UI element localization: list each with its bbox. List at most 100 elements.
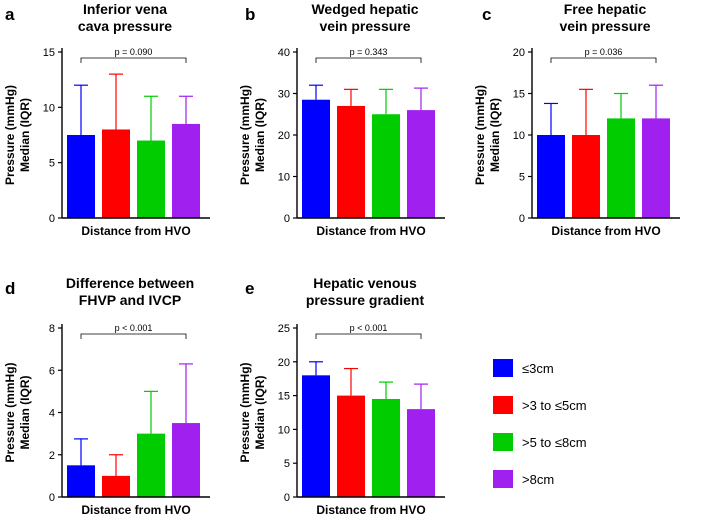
- panel-d-ytick-label: 0: [49, 492, 55, 504]
- panel-b-ytick-label: 20: [278, 130, 290, 142]
- panel-d-xlabel: Distance from HVO: [81, 503, 190, 516]
- panel-e-ylabel: Median (IQR): [253, 375, 267, 449]
- panel-e-ytick-label: 20: [278, 357, 290, 369]
- legend-swatch: [493, 433, 513, 451]
- panel-e-bar: [337, 395, 365, 497]
- panel-b-bar: [302, 99, 330, 218]
- panel-d-bracket: [80, 333, 187, 339]
- legend-label: >5 to ≤8cm: [522, 435, 587, 450]
- panel-c-bar: [607, 118, 635, 218]
- panel-e-bar: [372, 398, 400, 497]
- panel-d-ytick-label: 2: [49, 450, 55, 462]
- panel-c-xlabel: Distance from HVO: [551, 224, 660, 238]
- panel-a-title-line: cava pressure: [78, 18, 172, 34]
- panel-a-letter: a: [5, 5, 15, 24]
- panel-e-ytick-label: 15: [278, 391, 290, 403]
- panel-c-bar: [642, 118, 670, 218]
- panel-c-bracket: [550, 57, 657, 63]
- panel-c-title-line: Free hepatic: [564, 1, 647, 17]
- panel-c-bar: [537, 135, 565, 218]
- panel-a-bracket: [80, 57, 187, 63]
- panel-e-xlabel: Distance from HVO: [316, 503, 425, 516]
- panel-e-bar: [302, 375, 330, 497]
- panel-a-ytick-label: 10: [43, 102, 55, 114]
- panel-a-xlabel: Distance from HVO: [81, 224, 190, 238]
- panel-d-letter: d: [5, 279, 15, 298]
- panel-d-title-line: Difference between: [66, 275, 194, 291]
- panel-d-ylabel: Median (IQR): [18, 375, 32, 449]
- panel-b-letter: b: [245, 5, 255, 24]
- panel-b-title-line: Wedged hepatic: [311, 1, 418, 17]
- panel-a-bar: [102, 129, 130, 218]
- panel-a-bar: [172, 123, 200, 218]
- panel-b-bar: [372, 114, 400, 218]
- panel-e-ytick-label: 25: [278, 323, 290, 335]
- panel-a-pvalue: p = 0.090: [115, 47, 153, 57]
- panel-a-ylabel: Pressure (mmHg): [3, 85, 17, 185]
- panel-d-bar: [172, 423, 200, 497]
- panel-a-ytick-label: 15: [43, 47, 55, 59]
- panel-c-title-line: vein pressure: [559, 18, 650, 34]
- legend: ≤3cm >3 to ≤5cm >5 to ≤8cm >8cm: [493, 359, 587, 488]
- legend-swatch: [493, 470, 513, 488]
- panel-d-pvalue: p < 0.001: [115, 323, 153, 333]
- panel-b-ylabel: Pressure (mmHg): [238, 85, 252, 185]
- panel-a-ytick-label: 0: [49, 213, 55, 225]
- panel-d-ytick-label: 4: [49, 408, 55, 420]
- panel-a-bar: [137, 140, 165, 218]
- panel-e-letter: e: [245, 279, 254, 298]
- panel-a-ytick-label: 5: [49, 158, 55, 170]
- panel-e-ylabel: Pressure (mmHg): [238, 362, 252, 462]
- panel-a-bar: [67, 135, 95, 218]
- panel-c-bar: [572, 135, 600, 218]
- panel-c-ytick-label: 15: [513, 89, 525, 101]
- panel-d-bar: [67, 465, 95, 497]
- panel-e-title-line: Hepatic venous: [313, 275, 417, 291]
- panel-e-ytick-label: 10: [278, 424, 290, 436]
- panel-e-bar: [407, 409, 435, 497]
- panel-d-bar: [102, 475, 130, 497]
- panel-b-ytick-label: 30: [278, 89, 290, 101]
- legend-swatch: [493, 396, 513, 414]
- legend-label: >3 to ≤5cm: [522, 398, 587, 413]
- panel-b-ytick-label: 40: [278, 47, 290, 59]
- panel-d-title-line: FHVP and IVCP: [79, 292, 181, 308]
- panel-c-ytick-label: 0: [519, 213, 525, 225]
- panel-c-ytick-label: 20: [513, 47, 525, 59]
- legend-swatch: [493, 359, 513, 377]
- panel-c-ytick-label: 5: [519, 172, 525, 184]
- panel-b-bar: [337, 105, 365, 218]
- panel-b-ytick-label: 0: [284, 213, 290, 225]
- panel-b-ytick-label: 10: [278, 172, 290, 184]
- panel-b-ylabel: Median (IQR): [253, 98, 267, 172]
- panel-a-ylabel: Median (IQR): [18, 98, 32, 172]
- legend-label: >8cm: [522, 472, 554, 487]
- panel-e-pvalue: p < 0.001: [350, 323, 388, 333]
- panel-b-bar: [407, 110, 435, 218]
- panel-b-title-line: vein pressure: [319, 18, 410, 34]
- panel-e-ytick-label: 5: [284, 458, 290, 470]
- panel-c-ytick-label: 10: [513, 130, 525, 142]
- panel-c-ylabel: Median (IQR): [488, 98, 502, 172]
- panel-e-ytick-label: 0: [284, 492, 290, 504]
- panel-d-ylabel: Pressure (mmHg): [3, 362, 17, 462]
- panel-c-pvalue: p = 0.036: [585, 47, 623, 57]
- panel-b-pvalue: p = 0.343: [350, 47, 388, 57]
- panel-e-bracket: [315, 333, 422, 339]
- panel-c-letter: c: [482, 5, 491, 24]
- panel-d-bar: [137, 433, 165, 497]
- panel-b-bracket: [315, 57, 422, 63]
- panel-b-xlabel: Distance from HVO: [316, 224, 425, 238]
- panel-d-ytick-label: 6: [49, 365, 55, 377]
- panel-e-title-line: pressure gradient: [306, 292, 425, 308]
- panel-c-ylabel: Pressure (mmHg): [473, 85, 487, 185]
- panel-a-title-line: Inferior vena: [83, 1, 167, 17]
- panel-d-ytick-label: 8: [49, 323, 55, 335]
- legend-label: ≤3cm: [522, 361, 554, 376]
